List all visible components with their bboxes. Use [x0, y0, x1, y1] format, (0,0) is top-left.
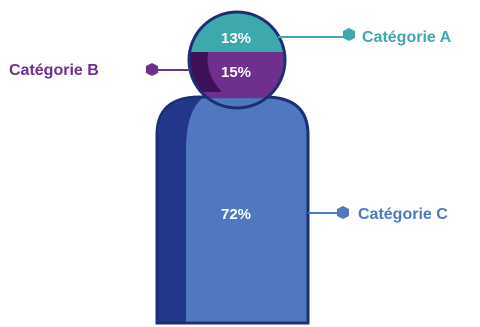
marker-c — [337, 206, 349, 219]
value-label-c: 72% — [221, 206, 251, 223]
body-shadow — [158, 98, 202, 322]
value-label-b: 15% — [221, 64, 251, 81]
category-label-b: Catégorie B — [9, 62, 99, 79]
marker-b — [146, 63, 158, 76]
segment-c-head — [189, 98, 285, 108]
category-label-a: Catégorie A — [362, 29, 452, 46]
marker-a — [343, 28, 355, 41]
category-label-c: Catégorie C — [358, 206, 448, 223]
head-outline — [187, 10, 287, 110]
value-label-a: 13% — [221, 30, 251, 47]
